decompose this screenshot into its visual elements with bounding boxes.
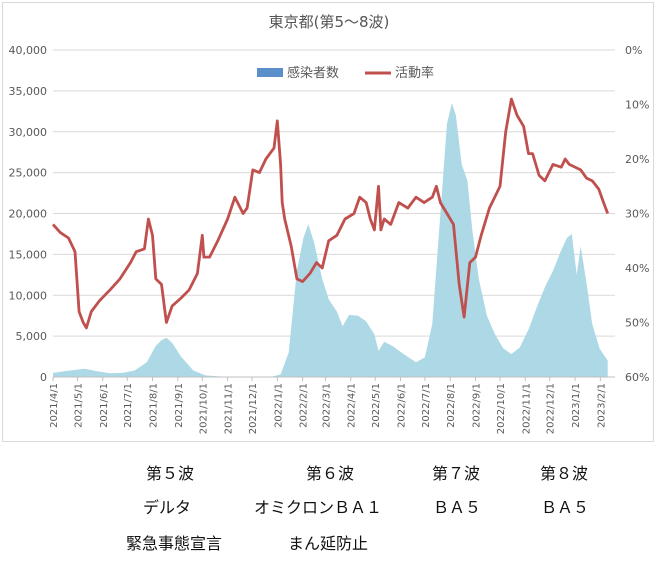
x-tick-label: 2021/5/1 <box>73 383 84 428</box>
y-left-tick-label: 30,000 <box>9 126 48 139</box>
x-tick-label: 2021/4/1 <box>49 383 60 428</box>
y-right-tick-label: 60% <box>625 371 649 384</box>
x-tick-label: 2022/2/1 <box>299 383 310 428</box>
chart-svg: 東京都(第5～8波) 0 5,000 10,000 15,000 20,000 25,000… <box>9 13 650 434</box>
x-tick-label: 2021/10/1 <box>198 383 209 434</box>
chart-title: 東京都(第5～8波) <box>269 13 390 31</box>
wave-label-7: 第７波 <box>432 464 481 483</box>
y-right-tick-label: 20% <box>625 153 649 166</box>
y-right-tick-label: 30% <box>625 208 649 221</box>
legend-swatch-infections <box>257 68 283 77</box>
x-tick-label: 2022/6/1 <box>396 383 407 428</box>
legend-label-activity: 活動率 <box>395 65 434 81</box>
x-tick-label: 2022/12/1 <box>546 383 557 434</box>
y-left-tick-label: 0 <box>40 371 47 384</box>
x-tick-label: 2021/11/1 <box>224 383 235 434</box>
y-left-tick-label: 20,000 <box>9 208 48 221</box>
x-tick-label: 2022/10/1 <box>496 383 507 434</box>
x-tick-label: 2022/9/1 <box>472 383 483 428</box>
x-tick-label: 2022/11/1 <box>521 383 532 434</box>
y-left-tick-label: 15,000 <box>9 248 48 261</box>
infections-area <box>53 103 608 377</box>
variant-label-ba5-a: ＢＡ５ <box>433 498 482 517</box>
chart-frame: 東京都(第5～8波) 0 5,000 10,000 15,000 20,000 25,000… <box>2 2 654 442</box>
y-left-tick-label: 10,000 <box>9 289 48 302</box>
y-right-tick-label: 0% <box>625 44 642 57</box>
y-left-tick-label: 25,000 <box>9 167 48 180</box>
x-tick-label: 2021/6/1 <box>99 383 110 428</box>
y-right-tick-label: 40% <box>625 262 649 275</box>
legend-label-infections: 感染者数 <box>287 65 339 81</box>
wave-label-6: 第６波 <box>306 464 355 483</box>
activity-rate-line <box>51 97 610 330</box>
x-tick-label: 2023/2/1 <box>596 383 607 428</box>
x-tick-label: 2021/8/1 <box>149 383 160 428</box>
x-tick-label: 2021/12/1 <box>248 383 259 434</box>
x-tick-label: 2021/9/1 <box>174 383 185 428</box>
wave-label-5: 第５波 <box>146 464 195 483</box>
x-tick-label: 2022/7/1 <box>421 383 432 428</box>
x-tick-label: 2022/5/1 <box>371 383 382 428</box>
x-tick-label: 2023/1/1 <box>571 383 582 428</box>
x-tick-label: 2022/3/1 <box>321 383 332 428</box>
x-tick-label: 2021/7/1 <box>123 383 134 428</box>
y-right-tick-label: 10% <box>625 99 649 112</box>
y-left-tick-label: 5,000 <box>16 330 48 343</box>
x-tick-label: 2022/4/1 <box>347 383 358 428</box>
wave-label-8: 第８波 <box>540 464 589 483</box>
y-left-tick-label: 35,000 <box>9 85 48 98</box>
y-left-tick-label: 40,000 <box>9 44 48 57</box>
x-tick-label: 2022/8/1 <box>446 383 457 428</box>
variant-label-delta: デルタ <box>143 498 192 517</box>
variant-label-ba5-b: ＢＡ５ <box>541 498 590 517</box>
y-right-tick-label: 50% <box>625 317 649 330</box>
x-tick-label: 2022/1/1 <box>273 383 284 428</box>
measure-label-quasi: まん延防止 <box>288 534 369 553</box>
variant-label-ba1: オミクロンＢＡ１ <box>254 498 383 517</box>
measure-label-emergency: 緊急事態宣言 <box>126 534 223 553</box>
